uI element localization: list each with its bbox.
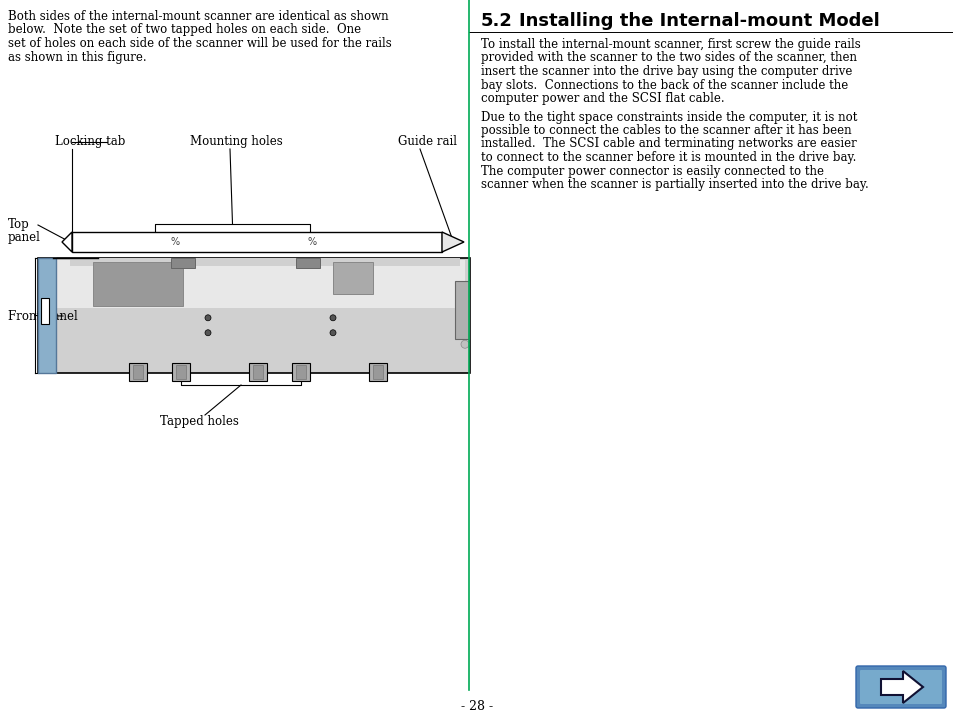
Bar xyxy=(41,299,49,324)
Text: - 28 -: - 28 - xyxy=(460,700,493,713)
FancyBboxPatch shape xyxy=(855,666,945,708)
Text: To install the internal-mount scanner, first screw the guide rails: To install the internal-mount scanner, f… xyxy=(480,38,860,51)
Bar xyxy=(92,262,183,306)
Bar xyxy=(249,363,267,381)
Text: Due to the tight space constraints inside the computer, it is not: Due to the tight space constraints insid… xyxy=(480,110,857,123)
Bar xyxy=(38,258,56,373)
Text: provided with the scanner to the two sides of the scanner, then: provided with the scanner to the two sid… xyxy=(480,52,856,64)
Text: Locking tab: Locking tab xyxy=(55,135,125,148)
Circle shape xyxy=(205,330,211,336)
Text: The computer power connector is easily connected to the: The computer power connector is easily c… xyxy=(480,165,823,178)
Text: Top: Top xyxy=(8,218,30,231)
Text: possible to connect the cables to the scanner after it has been: possible to connect the cables to the sc… xyxy=(480,124,851,137)
Bar xyxy=(175,365,186,379)
Text: Front panel: Front panel xyxy=(8,310,77,323)
Bar xyxy=(295,258,319,268)
Text: as shown in this figure.: as shown in this figure. xyxy=(8,51,147,64)
Text: Mounting holes: Mounting holes xyxy=(190,135,282,148)
Circle shape xyxy=(205,315,211,321)
Bar xyxy=(295,365,306,379)
Circle shape xyxy=(330,315,335,321)
Text: computer power and the SCSI flat cable.: computer power and the SCSI flat cable. xyxy=(480,92,724,105)
Text: Tapped holes: Tapped holes xyxy=(160,415,238,428)
Text: Guide rail: Guide rail xyxy=(397,135,456,148)
Text: panel: panel xyxy=(8,231,41,244)
Text: Both sides of the internal-mount scanner are identical as shown: Both sides of the internal-mount scanner… xyxy=(8,10,388,23)
Text: bay slots.  Connections to the back of the scanner include the: bay slots. Connections to the back of th… xyxy=(480,79,847,92)
Bar xyxy=(369,363,387,381)
Bar xyxy=(129,363,147,381)
Text: %: % xyxy=(171,237,179,247)
Polygon shape xyxy=(880,671,923,703)
Bar xyxy=(71,232,441,252)
Text: below.  Note the set of two tapped holes on each side.  One: below. Note the set of two tapped holes … xyxy=(8,24,361,37)
FancyBboxPatch shape xyxy=(859,670,941,704)
Bar xyxy=(455,281,469,339)
Bar xyxy=(53,260,464,309)
Text: set of holes on each side of the scanner will be used for the rails: set of holes on each side of the scanner… xyxy=(8,37,392,50)
Text: 5.2: 5.2 xyxy=(480,12,513,30)
Bar xyxy=(333,262,373,294)
Bar xyxy=(172,363,190,381)
Text: insert the scanner into the drive bay using the computer drive: insert the scanner into the drive bay us… xyxy=(480,65,851,78)
Circle shape xyxy=(460,340,469,348)
Text: installed.  The SCSI cable and terminating networks are easier: installed. The SCSI cable and terminatin… xyxy=(480,137,856,150)
Bar xyxy=(373,365,382,379)
Polygon shape xyxy=(441,232,463,252)
Bar xyxy=(171,258,194,268)
Bar xyxy=(70,258,459,266)
Polygon shape xyxy=(62,232,71,252)
Bar xyxy=(38,258,470,373)
Circle shape xyxy=(330,330,335,336)
Text: scanner when the scanner is partially inserted into the drive bay.: scanner when the scanner is partially in… xyxy=(480,178,868,191)
Bar xyxy=(132,365,143,379)
Text: %: % xyxy=(307,237,316,247)
Bar xyxy=(292,363,310,381)
Bar xyxy=(253,365,263,379)
Text: to connect to the scanner before it is mounted in the drive bay.: to connect to the scanner before it is m… xyxy=(480,151,856,164)
Text: Installing the Internal-mount Model: Installing the Internal-mount Model xyxy=(518,12,879,30)
